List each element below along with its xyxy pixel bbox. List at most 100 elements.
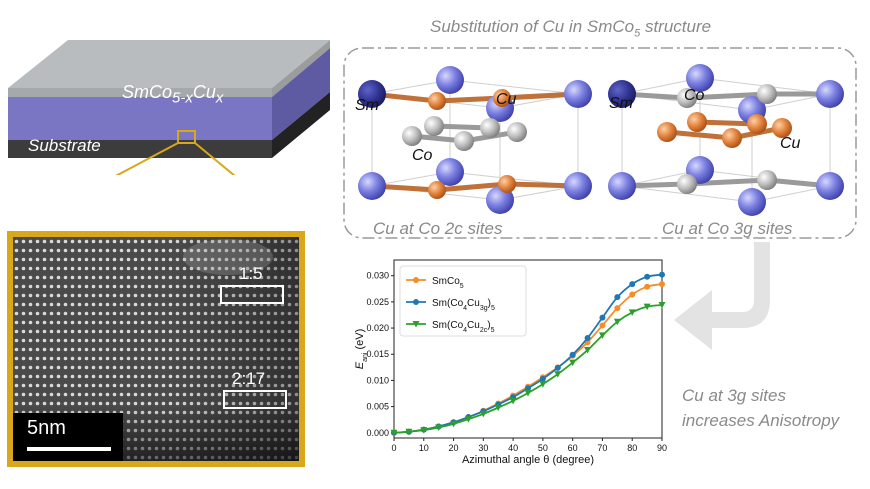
data-point-2 xyxy=(525,385,531,392)
x-tick-label: 40 xyxy=(508,443,518,453)
x-tick-label: 50 xyxy=(538,443,548,453)
stem-micrograph: 1:5 2:17 5nm xyxy=(13,237,299,461)
legend-label-1: SmCo5 xyxy=(432,276,464,290)
anisotropy-note: Cu at 3g sites increases Anisotropy xyxy=(682,383,839,433)
legend-label-3: Sm(Co4Cu2c)5 xyxy=(432,320,495,334)
data-point-3 xyxy=(628,309,636,316)
data-point-3 xyxy=(554,371,562,378)
atoms-3g xyxy=(608,64,844,216)
data-point-3 xyxy=(494,404,502,412)
legend-label-2: Sm(Co4Cu3g)5 xyxy=(432,298,495,312)
data-point-3 xyxy=(479,410,487,418)
film-label: SmCo5-xCux xyxy=(122,82,224,107)
ratio-top-label: 1:5 xyxy=(239,264,263,283)
film-schematic xyxy=(8,40,330,175)
data-point-3 xyxy=(539,381,547,388)
data-point-3 xyxy=(569,359,577,367)
y-tick-label: 0.005 xyxy=(366,402,389,412)
legend-marker-2 xyxy=(413,299,419,305)
anisotropy-chart: 0 10 20 30 40 50 60 70 80 90 0.000 0.005 0.010 0.015 0… xyxy=(354,259,667,466)
y-tick-label: 0.000 xyxy=(366,428,389,438)
legend-marker-1 xyxy=(413,277,419,283)
scale-bar-box: 5nm xyxy=(13,413,123,461)
film-layer-end xyxy=(272,48,330,140)
data-point-3 xyxy=(643,303,651,311)
data-point-3 xyxy=(390,429,398,437)
structures-panel: Sm Cu Co Sm Co Cu xyxy=(343,47,857,239)
legend-marker-3 xyxy=(412,321,420,328)
x-tick-label: 20 xyxy=(449,443,459,453)
data-point-1 xyxy=(644,283,651,290)
right-cu-label: Cu xyxy=(780,135,801,152)
left-structure-caption: Cu at Co 2c sites xyxy=(373,219,503,238)
data-point-3 xyxy=(598,332,606,339)
data-point-3 xyxy=(524,389,532,397)
data-point-2 xyxy=(569,351,576,358)
atoms-2c xyxy=(358,66,592,214)
data-point-3 xyxy=(420,427,428,434)
legend-box xyxy=(399,265,527,337)
data-point-2 xyxy=(614,294,621,301)
capping-layer-top xyxy=(8,40,330,88)
y-axis-label: Eani (eV) xyxy=(354,329,369,370)
data-point-2 xyxy=(644,273,651,280)
data-point-1 xyxy=(614,305,621,312)
left-co-label: Co xyxy=(412,147,433,164)
left-sm-label: Sm xyxy=(355,97,379,114)
note-line-1: Cu at 3g sites xyxy=(682,386,786,405)
data-point-3 xyxy=(613,318,621,326)
substrate-front xyxy=(8,140,272,158)
y-tick-label: 0.010 xyxy=(366,375,389,385)
scale-bar xyxy=(27,447,111,451)
data-point-3 xyxy=(658,302,666,309)
structures-dashed-frame xyxy=(343,47,857,239)
substrate-label: Substrate xyxy=(28,136,101,155)
scale-bar-label: 5nm xyxy=(27,417,66,439)
x-tick-label: 90 xyxy=(657,443,667,453)
data-point-3 xyxy=(464,416,472,423)
x-tick-label: 70 xyxy=(597,443,607,453)
data-point-3 xyxy=(450,420,458,428)
curved-arrow-icon xyxy=(674,242,770,350)
substrate-end xyxy=(272,92,330,158)
bonds-2c xyxy=(369,91,581,193)
ratio-top-box xyxy=(220,285,284,304)
x-axis-label: Azimuthal angle θ (degree) xyxy=(462,454,594,466)
highlight-square xyxy=(177,130,196,144)
film-layer-front xyxy=(8,97,272,140)
data-point-2 xyxy=(539,375,546,382)
capping-layer-end xyxy=(272,40,330,97)
right-sm-label: Sm xyxy=(609,95,633,112)
plot-area xyxy=(393,259,663,439)
y-tick-label: 0.020 xyxy=(366,323,389,333)
x-tick-label: 30 xyxy=(478,443,488,453)
data-point-2 xyxy=(599,314,606,321)
y-tick-label: 0.025 xyxy=(366,297,389,307)
right-structure-caption: Cu at Co 3g sites xyxy=(662,219,793,238)
x-tick-label: 60 xyxy=(568,443,578,453)
stem-micrograph-frame: 1:5 2:17 5nm xyxy=(7,231,305,467)
note-line-2: increases Anisotropy xyxy=(682,411,840,430)
data-point-2 xyxy=(629,281,636,288)
data-point-3 xyxy=(435,424,443,432)
x-tick-label: 80 xyxy=(627,443,637,453)
zoom-line-left xyxy=(115,142,179,175)
data-point-2 xyxy=(554,364,561,371)
x-tick-label: 0 xyxy=(391,443,396,453)
structures-title: Substitution of Cu in SmCo5 structure xyxy=(430,17,712,40)
right-co-label: Co xyxy=(684,87,705,104)
data-point-3 xyxy=(509,397,517,405)
data-point-2 xyxy=(584,335,591,342)
data-point-1 xyxy=(599,322,606,329)
data-point-1 xyxy=(629,291,636,298)
y-tick-label: 0.015 xyxy=(366,349,389,359)
y-tick-label: 0.030 xyxy=(366,271,389,281)
capping-layer-side xyxy=(8,88,272,97)
ratio-bottom-label: 2:17 xyxy=(232,369,266,388)
data-point-1 xyxy=(659,281,665,288)
data-point-2 xyxy=(659,271,665,278)
plot-frame xyxy=(393,259,663,439)
x-tick-label: 10 xyxy=(419,443,429,453)
left-cu-label: Cu xyxy=(496,91,517,108)
data-point-3 xyxy=(584,347,592,354)
